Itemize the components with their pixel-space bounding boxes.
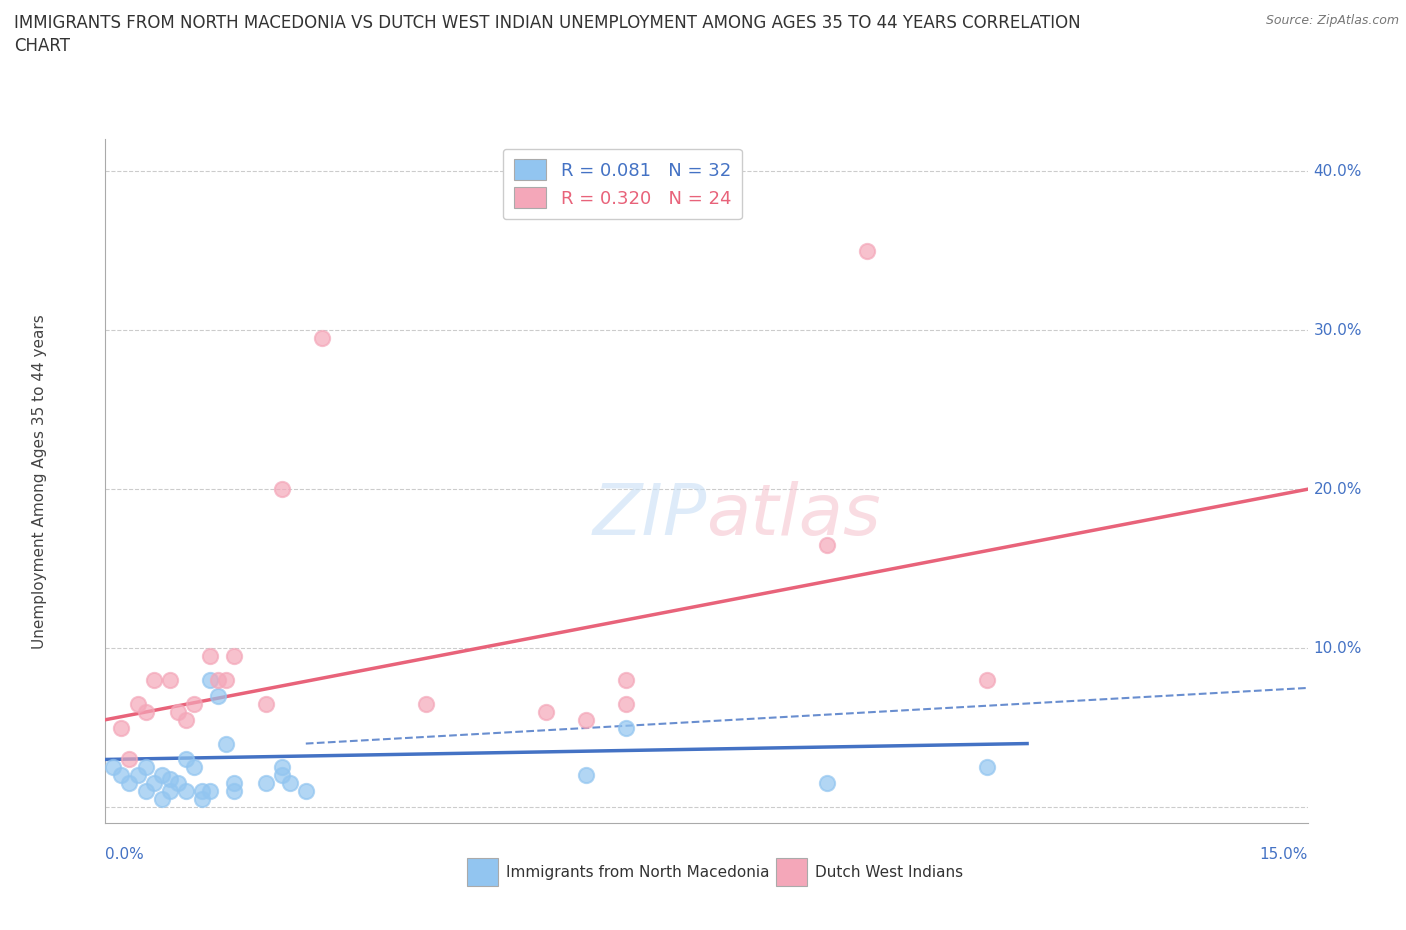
Point [270, 482, 292, 497]
Point [103, 760, 125, 775]
Point [815, 538, 838, 552]
Point [198, 672, 221, 687]
Point [254, 697, 277, 711]
Text: CHART: CHART [14, 37, 70, 55]
Point [183, 760, 205, 775]
Point [295, 784, 318, 799]
Point [110, 720, 132, 735]
Text: Dutch West Indians: Dutch West Indians [815, 865, 963, 880]
Point [254, 776, 277, 790]
Point [159, 771, 181, 786]
Text: Source: ZipAtlas.com: Source: ZipAtlas.com [1265, 14, 1399, 27]
Text: Immigrants from North Macedonia: Immigrants from North Macedonia [506, 865, 769, 880]
Point [183, 697, 205, 711]
Point [159, 672, 181, 687]
Point [198, 784, 221, 799]
Point [616, 697, 638, 711]
Point [616, 720, 638, 735]
Text: Unemployment Among Ages 35 to 44 years: Unemployment Among Ages 35 to 44 years [32, 314, 46, 648]
Point [190, 784, 212, 799]
Text: 20.0%: 20.0% [1313, 482, 1362, 497]
Point [174, 712, 197, 727]
Point [222, 776, 245, 790]
Legend: R = 0.081   N = 32, R = 0.320   N = 24: R = 0.081 N = 32, R = 0.320 N = 24 [503, 149, 742, 219]
Point [150, 768, 173, 783]
Point [127, 768, 149, 783]
Point [135, 784, 157, 799]
Point [976, 760, 998, 775]
Point [135, 760, 157, 775]
Text: 30.0%: 30.0% [1313, 323, 1362, 338]
Point [190, 791, 212, 806]
Point [127, 697, 149, 711]
Point [174, 752, 197, 767]
Point [142, 672, 165, 687]
Text: 40.0%: 40.0% [1313, 164, 1362, 179]
Point [207, 688, 229, 703]
Point [198, 649, 221, 664]
Point [118, 752, 141, 767]
Point [207, 672, 229, 687]
Point [135, 704, 157, 719]
Point [166, 776, 188, 790]
Point [159, 784, 181, 799]
Point [815, 776, 838, 790]
Point [118, 776, 141, 790]
Point [142, 776, 165, 790]
Text: 10.0%: 10.0% [1313, 641, 1362, 656]
Text: 0.0%: 0.0% [105, 847, 145, 862]
Text: IMMIGRANTS FROM NORTH MACEDONIA VS DUTCH WEST INDIAN UNEMPLOYMENT AMONG AGES 35 : IMMIGRANTS FROM NORTH MACEDONIA VS DUTCH… [14, 14, 1081, 32]
Point [222, 649, 245, 664]
Point [311, 331, 333, 346]
Point [534, 704, 557, 719]
Point [575, 712, 598, 727]
Point [214, 672, 236, 687]
Point [166, 704, 188, 719]
Point [214, 737, 236, 751]
Point [270, 760, 292, 775]
Point [270, 768, 292, 783]
Text: ZIP: ZIP [592, 481, 707, 550]
Point [855, 244, 877, 259]
Point [222, 784, 245, 799]
Point [150, 791, 173, 806]
Point [174, 784, 197, 799]
Point [415, 697, 437, 711]
Point [575, 768, 598, 783]
Text: atlas: atlas [707, 481, 882, 550]
Point [278, 776, 301, 790]
Point [110, 768, 132, 783]
Point [976, 672, 998, 687]
Text: 15.0%: 15.0% [1260, 847, 1308, 862]
Point [616, 672, 638, 687]
